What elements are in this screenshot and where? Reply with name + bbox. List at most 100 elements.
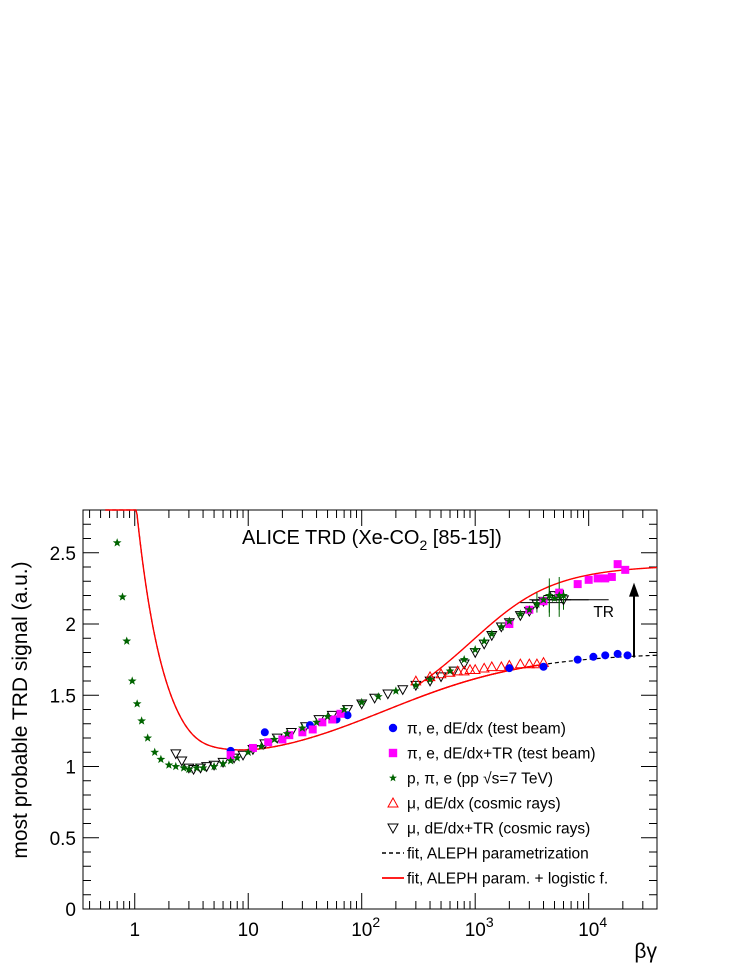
data-point-star xyxy=(459,655,469,664)
y-tick-label: 0 xyxy=(65,900,76,921)
data-point-star xyxy=(425,674,435,684)
legend-swatch-star xyxy=(389,773,397,782)
data-point-circle xyxy=(260,728,269,737)
data-point-triangle-down xyxy=(397,685,409,696)
data-point-star xyxy=(487,629,497,638)
data-point-star xyxy=(357,697,367,707)
data-point-square xyxy=(573,580,582,589)
y-axis-ticks: 0 0.5 1 1.5 2 2.5 xyxy=(50,544,76,921)
legend-label: μ, dE/dx (cosmic rays) xyxy=(407,796,561,813)
data-point-triangle-up xyxy=(435,668,447,679)
legend-label: p, π, e (pp √s=7 TeV) xyxy=(407,771,553,788)
data-point-star xyxy=(256,741,266,751)
data-point-star xyxy=(323,712,332,721)
legend-label: μ, dE/dx+TR (cosmic rays) xyxy=(407,821,590,838)
data-point-triangle-down xyxy=(237,750,249,761)
tr-label: TR xyxy=(593,604,614,621)
data-point-star xyxy=(544,590,554,600)
data-point-star xyxy=(554,590,564,600)
data-point-star xyxy=(470,645,480,654)
data-point-star xyxy=(479,636,489,645)
data-point-star xyxy=(209,761,219,771)
data-point-star xyxy=(559,590,568,600)
data-point-star xyxy=(312,717,321,727)
data-point-star xyxy=(118,592,127,601)
legend: π, e, dE/dx (test beam) π, e, dE/dx+TR (t… xyxy=(382,721,608,888)
data-point-star xyxy=(198,763,208,772)
data-point-circle xyxy=(601,651,610,660)
data-point-square xyxy=(298,728,307,737)
data-point-star xyxy=(143,733,153,742)
legend-swatch-triangle-down xyxy=(387,823,399,835)
minor-ticks xyxy=(83,509,658,910)
legend-swatch-circle xyxy=(388,723,398,733)
data-point-star xyxy=(232,753,242,762)
data-point-star xyxy=(122,636,132,645)
fit-curves xyxy=(105,509,658,751)
data-point-triangle-up xyxy=(514,658,527,669)
data-point-triangle-up xyxy=(469,663,481,674)
data-point-star xyxy=(373,692,383,701)
legend-label: π, e, dE/dx (test beam) xyxy=(407,721,566,738)
fit-dedx-solid-high xyxy=(415,663,544,700)
y-tick-label: 1.5 xyxy=(50,686,76,707)
data-point-star xyxy=(218,759,228,768)
legend-label: fit, ALEPH parametrization xyxy=(407,846,589,863)
data-point-star xyxy=(524,605,534,614)
data-point-square xyxy=(285,731,294,740)
data-point-star xyxy=(164,760,174,769)
data-point-triangle-up xyxy=(478,662,490,673)
data-point-circle xyxy=(573,655,582,664)
data-point-star xyxy=(539,595,548,604)
data-point-circle xyxy=(505,664,514,673)
data-point-circle xyxy=(623,651,632,660)
data-point-square xyxy=(607,572,616,581)
tr-arrow-head xyxy=(629,582,639,597)
data-point-square xyxy=(613,560,622,569)
data-point-triangle-down xyxy=(435,672,447,683)
data-point-square xyxy=(584,575,593,584)
data-point-square xyxy=(264,738,273,747)
data-point-star xyxy=(132,699,142,708)
data-point-star xyxy=(445,666,455,675)
data-point-star xyxy=(550,593,559,603)
data-point-star xyxy=(112,538,122,547)
data-point-triangle-up xyxy=(523,658,535,669)
data-point-circle xyxy=(589,652,598,661)
data-point-triangle-up xyxy=(451,665,464,676)
data-point-star xyxy=(270,734,279,744)
data-point-star xyxy=(137,716,146,725)
data-point-square xyxy=(318,718,327,727)
data-point-square xyxy=(226,751,235,760)
data-point-star xyxy=(150,747,160,756)
data-point-circle xyxy=(613,649,622,658)
data-point-triangle-up xyxy=(495,660,507,672)
data-point-square xyxy=(308,725,317,734)
data-point-triangle-down xyxy=(176,756,188,767)
x-tick-label: 104 xyxy=(578,914,607,941)
data-point-star xyxy=(156,754,166,764)
data-point-square xyxy=(593,574,602,583)
y-tick-label: 0.5 xyxy=(50,829,76,850)
data-point-star xyxy=(504,616,514,625)
legend-swatch-triangle-up xyxy=(387,796,399,808)
data-point-triangle-down xyxy=(382,689,394,700)
data-point-circle xyxy=(343,711,352,720)
data-point-star xyxy=(184,764,194,774)
x-axis-title: βγ xyxy=(634,940,657,963)
data-point-triangle-down xyxy=(170,749,182,760)
data-point-square xyxy=(621,565,630,574)
data-point-circle xyxy=(539,662,548,671)
data-point-square xyxy=(328,715,337,724)
data-point-star xyxy=(496,622,506,631)
data-point-square xyxy=(278,735,287,744)
y-tick-label: 2 xyxy=(65,615,76,636)
data-point-square xyxy=(336,709,345,718)
data-point-square xyxy=(601,574,610,583)
x-tick-label: 10 xyxy=(238,920,259,941)
data-point-triangle-up xyxy=(486,660,498,672)
tr-annotation: TR xyxy=(593,582,639,658)
data-point-square xyxy=(248,743,257,752)
data-point-star xyxy=(243,747,253,756)
